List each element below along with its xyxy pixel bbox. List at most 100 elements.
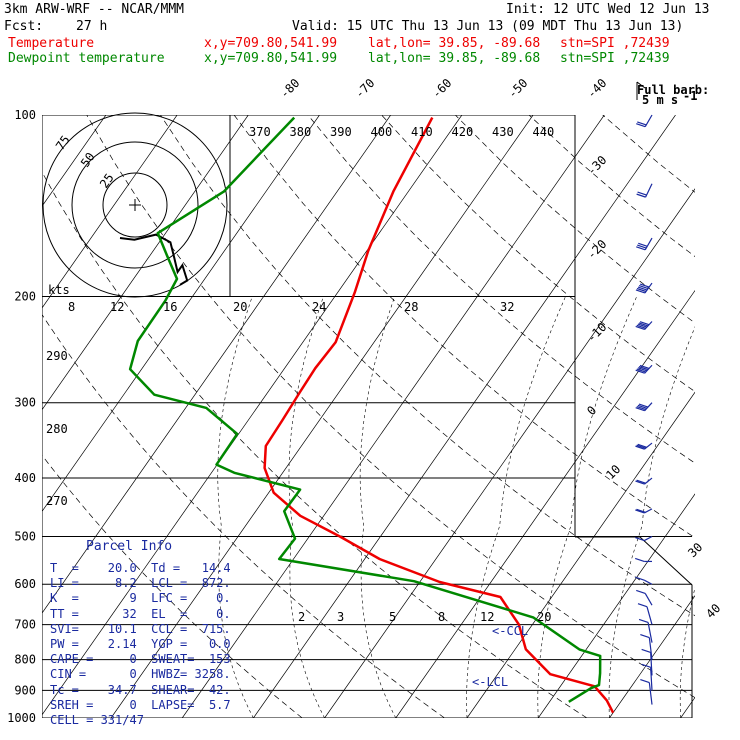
wind-barbs (635, 114, 653, 705)
dry-adiabat (42, 454, 303, 718)
wind-barb-feather (635, 576, 645, 581)
theta-label: 390 (330, 125, 352, 139)
hodograph-ring-label: 75 (53, 133, 73, 153)
wind-barb-feather (637, 244, 647, 249)
temperature-xy: x,y=709.80,541.99 (204, 36, 338, 51)
temperature-legend: Temperature (8, 36, 95, 51)
wind-barb (644, 364, 653, 374)
parcel-info-row: CAPE = 0 SWEAT= 153 (50, 652, 231, 667)
hodograph-trace (119, 233, 189, 286)
theta-label: 430 (492, 125, 514, 139)
theta-label: 420 (452, 125, 474, 139)
wind-barb-feather (637, 323, 648, 328)
wind-barb-feather (638, 284, 649, 290)
wind-barb-feather (635, 536, 645, 542)
isotherm-label: 40 (703, 601, 723, 621)
theta-label: 440 (533, 125, 555, 139)
dry-adiabat (381, 115, 695, 393)
moist-adiabat (537, 296, 637, 718)
parcel-info-row: SVI= 10.1 CCL = 715. (50, 621, 231, 636)
isotherm-label: 30 (685, 540, 705, 560)
barb-legend-feather (636, 81, 646, 89)
isotherm-line (181, 115, 605, 718)
wind-barb (644, 477, 653, 485)
wind-barb-feather (638, 242, 648, 247)
wind-barb (644, 593, 653, 606)
isotherm-line (42, 115, 463, 716)
isotherm-line (110, 115, 534, 718)
mixing-ratio-label: 5 (389, 610, 396, 624)
wind-barb (644, 282, 653, 294)
pressure-label-500: 500 (14, 529, 36, 543)
wind-barb-feather (639, 283, 650, 288)
isotherm-line (395, 289, 695, 718)
temperature-latlon: lat,lon= 39.85, -89.68 (368, 36, 541, 51)
hodograph-speed-label: 8 (68, 300, 75, 314)
wind-barb-feather (638, 322, 649, 327)
moist-adiabat (288, 296, 325, 718)
hodograph-speed-label: 24 (312, 300, 326, 314)
wind-barb-feather (639, 321, 650, 326)
theta-label-left: 290 (46, 349, 68, 363)
init-time: Init: 12 UTC Wed 12 Jun 13 (506, 2, 710, 17)
wind-barb-feather (640, 634, 650, 639)
dewpoint-latlon: lat,lon= 39.85, -89.68 (368, 51, 541, 66)
hodograph-speed-label: 20 (233, 300, 247, 314)
wind-barb-feather (636, 368, 646, 373)
sounding-traces (128, 116, 615, 714)
wind-barb-feather (635, 557, 645, 563)
parcel-info-row: PW = 2.14 YGP = 0.0 (50, 637, 231, 652)
wind-barb (644, 442, 653, 450)
wind-barb (644, 535, 653, 542)
wind-barb (650, 667, 653, 691)
wind-barb-feather (638, 618, 649, 623)
parcel-info-row: SREH = 0 LAPSE= 5.7 (50, 697, 231, 712)
wind-barb (646, 606, 653, 625)
moist-adiabat (466, 296, 566, 718)
dewpoint-trace (128, 116, 602, 703)
isotherm-line (42, 115, 391, 614)
wind-barb-feather (636, 444, 646, 449)
wind-barb-feather (637, 443, 647, 448)
wind-barb-feather (636, 479, 646, 484)
pressure-label-900: 900 (14, 683, 36, 697)
wind-barb-feather (638, 403, 649, 408)
forecast-hour: 27 h (76, 19, 108, 34)
pressure-label-200: 200 (14, 290, 36, 304)
wind-barb-feather (635, 289, 646, 294)
isotherm-label: -30 (584, 153, 609, 178)
diagram-grid (42, 115, 695, 718)
dry-adiabat (233, 115, 695, 539)
wind-barb-feather (636, 287, 647, 293)
moist-adiabat (679, 586, 695, 718)
parcel-info-row: T = 20.0 Td = 14.4 (50, 561, 231, 575)
wind-barb-feather (639, 364, 650, 369)
isotherm-label: -80 (277, 76, 302, 101)
wind-barb-feather (641, 648, 651, 653)
wind-barb-feather (640, 679, 650, 684)
dewpoint-xy: x,y=709.80,541.99 (204, 51, 338, 66)
wind-barb-feather (636, 405, 646, 411)
hodograph-speed-label: 16 (163, 300, 177, 314)
hodograph-ring-label: 25 (97, 171, 117, 191)
isotherm-line (609, 595, 695, 718)
mixing-ratio-label: 8 (438, 610, 445, 624)
wind-barb-feather (635, 407, 645, 412)
dewpoint-legend: Dewpoint temperature (8, 51, 165, 66)
pressure-label-300: 300 (14, 396, 36, 410)
mixing-ratio-label: 3 (337, 610, 344, 624)
wind-barb-feather (637, 367, 648, 372)
pressure-label-700: 700 (14, 618, 36, 632)
theta-label: 400 (371, 125, 393, 139)
theta-label-left: 270 (46, 494, 68, 508)
isotherm-label: -40 (584, 76, 609, 101)
parcel-info-title: Parcel Info (86, 539, 173, 554)
parcel-info-row: K = 9 LFC = 0. (50, 591, 231, 606)
pressure-label-100: 100 (14, 108, 36, 122)
wind-barb-feather (636, 324, 646, 329)
moist-adiabat (608, 326, 695, 718)
wind-barb (644, 579, 653, 585)
temperature-trace (263, 117, 615, 714)
dry-adiabat (42, 313, 445, 718)
dewpoint-station: stn=SPI ,72439 (560, 51, 670, 66)
